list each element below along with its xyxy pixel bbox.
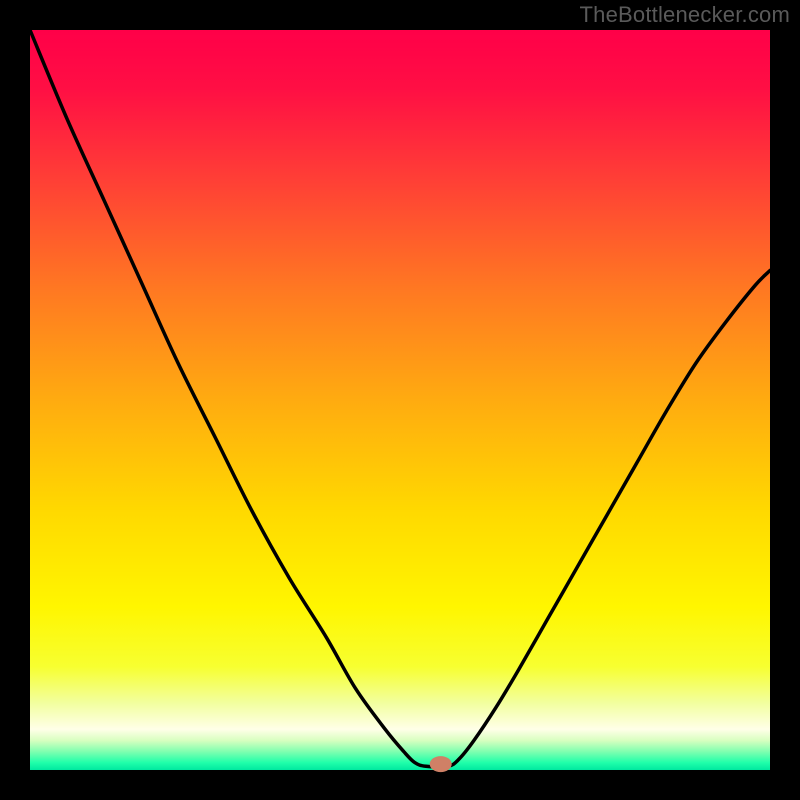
watermark-text: TheBottlenecker.com [580,2,790,28]
chart-container: TheBottlenecker.com [0,0,800,800]
bottleneck-chart [0,0,800,800]
optimal-point-marker [430,756,452,772]
gradient-background [30,30,770,770]
